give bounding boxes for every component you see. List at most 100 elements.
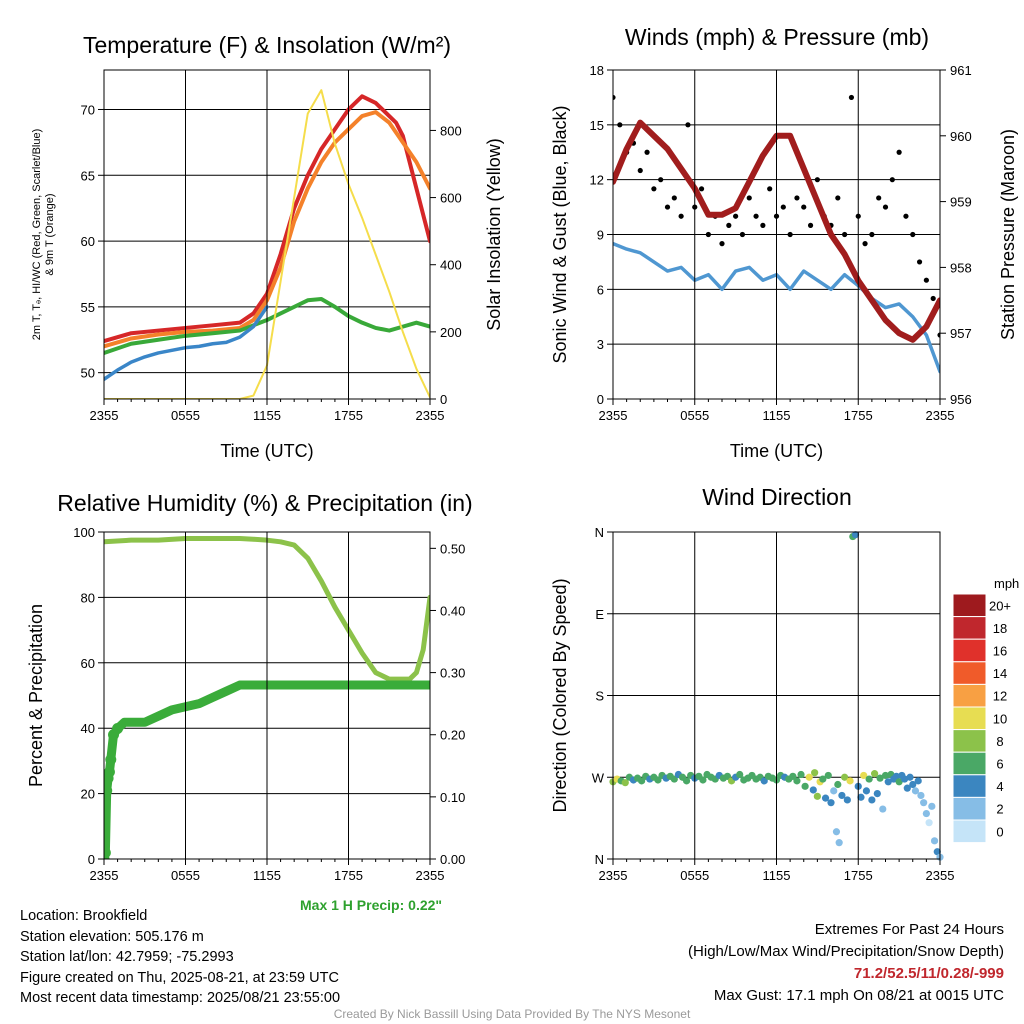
legend-swatch [952, 706, 987, 731]
legend-label: 20+ [989, 598, 1011, 613]
wind-direction-point [857, 793, 865, 801]
x-tick-label: 1155 [763, 868, 791, 883]
y-axis-label-line1: 2m T, Tₔ, HI/WC (Red, Green, Scarlet/Blu… [31, 129, 43, 341]
winds-pressure-panel: Winds (mph) & Pressure (mb) 0 3 6 9 12 15 18 956… [550, 24, 1018, 461]
x-tick-label: 0555 [680, 868, 709, 883]
x-tick-label: 1155 [763, 408, 791, 423]
y-tick-label: 80 [81, 590, 95, 605]
wind-direction-point [805, 773, 813, 781]
y2-tick-label: 0.20 [440, 728, 465, 743]
gust-point [896, 149, 902, 155]
wind-direction-point [911, 787, 920, 795]
wind-direction-point [621, 779, 629, 787]
x-tick-label: 1755 [334, 868, 363, 883]
y-tick-label: 55 [81, 300, 95, 315]
y-axis-label: Percent & Precipitation [26, 604, 46, 787]
wind-direction-point [830, 787, 838, 795]
wind-direction-point [879, 805, 887, 813]
station-info-block: Location: Brookfield Station elevation: … [20, 906, 340, 1009]
wind-direction-point [843, 796, 851, 804]
wind-direction-point [851, 531, 860, 539]
legend-label: 16 [993, 644, 1007, 659]
y2-tick-label: 958 [950, 260, 972, 275]
wind-direction-point [838, 791, 846, 800]
gust-point [753, 213, 759, 219]
gust-point [637, 167, 643, 174]
gust-point [814, 177, 820, 183]
extremes-values: 71.2/52.5/11/0.28/-999 [853, 965, 1004, 982]
legend-swatch [952, 638, 987, 663]
x-tick-label: 2355 [416, 868, 445, 883]
x-tick-label: 0555 [171, 868, 200, 883]
gust-point [848, 94, 855, 101]
y-axis-label-line2: & 9m T (Orange) [44, 193, 56, 275]
y-axis-label: Direction (Colored By Speed) [550, 578, 570, 812]
y2-tick-label: 959 [950, 195, 972, 210]
x-tick-label: 2355 [926, 868, 955, 883]
wind-direction-point [917, 791, 925, 800]
gust-point [930, 295, 936, 302]
figure-created: Figure created on Thu, 2025-08-21, at 23… [20, 969, 339, 986]
legend-label: 0 [996, 824, 1003, 839]
y2-tick-label: 961 [950, 63, 972, 78]
gust-point [876, 195, 882, 201]
plot-frame [612, 531, 941, 860]
wind-direction-point [876, 774, 884, 782]
y2-axis-label: Station Pressure (Maroon) [998, 129, 1018, 340]
legend-swatch [952, 796, 987, 821]
wind-direction-point [699, 776, 707, 784]
wind-direction-point [930, 837, 939, 845]
x-tick-label: 1755 [844, 408, 873, 423]
x-axis-label: Time (UTC) [730, 441, 823, 461]
2m-t-line [104, 94, 430, 344]
wind-direction-point [920, 799, 928, 807]
y-tick-label: 50 [81, 366, 95, 381]
y-tick-label: 0 [597, 392, 604, 407]
wind-direction-point [682, 777, 691, 785]
credit-line: Created By Nick Bassill Using Data Provi… [333, 1007, 691, 1021]
gust-point [726, 222, 732, 228]
gust-point [862, 241, 868, 247]
x-tick-label: 1755 [844, 868, 873, 883]
gust-point [889, 177, 895, 183]
wind-direction-point [819, 775, 827, 783]
wind-direction-point [873, 790, 881, 798]
wind-direction-point [925, 819, 933, 827]
plot-frame [612, 69, 941, 400]
panel-title: Winds (mph) & Pressure (mb) [625, 24, 929, 50]
wind-direction-point [813, 792, 821, 800]
wind-direction-point [827, 799, 835, 807]
legend-swatch [952, 593, 987, 618]
wind-direction-point [811, 769, 819, 777]
legend-label: 2 [996, 802, 1003, 817]
plot-frame [103, 69, 431, 400]
gust-point [923, 277, 929, 283]
gust-point [910, 231, 916, 238]
y-tick-label: 12 [590, 173, 604, 188]
legend-label: 6 [996, 757, 1003, 772]
wind-direction-point [909, 780, 917, 789]
panel-title: Wind Direction [702, 484, 852, 510]
relative-humidity-line [104, 536, 430, 682]
gust-point [807, 222, 814, 228]
wind-direction-point [922, 809, 930, 818]
wind-direction-point [809, 786, 817, 794]
wind-direction-point [835, 839, 843, 847]
y2-tick-label: 0.30 [440, 666, 465, 681]
x-tick-label: 2355 [599, 868, 628, 883]
gust-point [678, 213, 684, 219]
wind-direction-point [895, 778, 903, 786]
wind-direction-point [824, 771, 832, 780]
y-tick-label: 70 [81, 102, 95, 117]
legend-swatch [952, 683, 987, 708]
y2-axis-label: Solar Insolation (Yellow) [484, 138, 504, 330]
wind-direction-point [900, 775, 909, 783]
legend-label: 4 [996, 779, 1003, 794]
wind-direction-point [865, 775, 873, 783]
y2-tick-label: 0.40 [440, 603, 465, 618]
y-tick-label: 0 [88, 852, 95, 867]
x-tick-label: 1755 [334, 408, 363, 423]
gust-point [801, 204, 807, 210]
temperature-insolation-panel: Temperature (F) & Insolation (W/m²) 50 55 6… [31, 32, 504, 461]
